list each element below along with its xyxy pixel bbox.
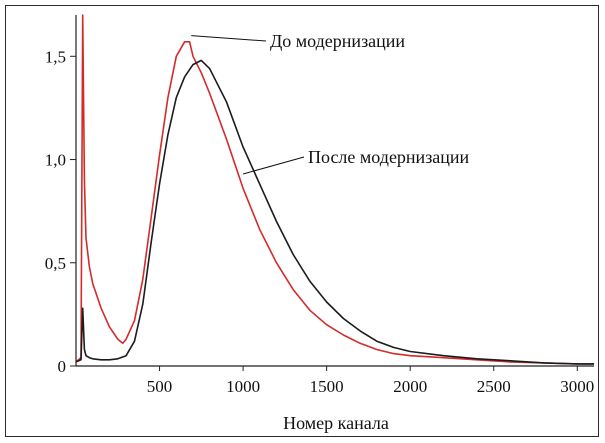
y-tick-label: 1,0 xyxy=(45,151,66,170)
y-tick-label: 0 xyxy=(58,357,67,376)
annotation-leader xyxy=(191,35,267,42)
chart-frame xyxy=(5,5,599,437)
x-tick-label: 3000 xyxy=(560,377,594,396)
x-tick-label: 2500 xyxy=(477,377,511,396)
x-tick-label: 2000 xyxy=(393,377,427,396)
series-layer xyxy=(75,14,594,365)
axes: 0 0,5 1,0 1,5 500 1000 1500 2000 2500 3000 xyxy=(45,15,594,396)
x-tick-label: 500 xyxy=(147,377,173,396)
x-axis-title: Номер канала xyxy=(283,413,389,433)
annotation-label: До модернизации xyxy=(270,31,405,51)
annotation-label: После модернизации xyxy=(308,147,470,167)
annotation-leader xyxy=(242,156,305,175)
y-tick-label: 1,5 xyxy=(45,47,66,66)
y-tick-label: 0,5 xyxy=(45,254,66,273)
x-tick-label: 1000 xyxy=(226,377,260,396)
annotations: До модернизации После модернизации xyxy=(191,31,470,175)
series-line-2 xyxy=(75,59,594,365)
x-tick-label: 1500 xyxy=(310,377,344,396)
series-line-1 xyxy=(75,14,594,365)
